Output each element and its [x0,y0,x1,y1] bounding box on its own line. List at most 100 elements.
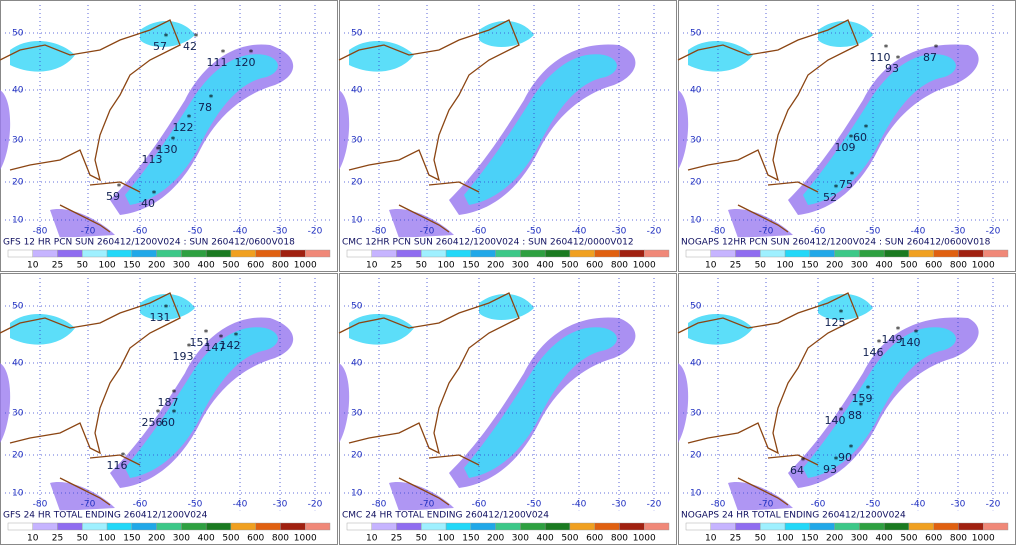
colorbar-segment [760,249,786,258]
colorbar-label: 800 [272,261,289,271]
colorbar-segment [883,522,910,531]
precip-mid [803,327,956,478]
colorbar-label: 10 [27,261,39,271]
point-value: 78 [198,101,212,114]
colorbar-label: 300 [512,534,529,544]
lat-label: 40 [12,86,24,96]
colorbar-segment [544,522,571,531]
point-marker: * [209,94,214,104]
lat-label: 40 [351,86,363,96]
point-value: 122 [173,121,194,134]
colorbar-segment [7,522,33,531]
coastline [677,19,859,233]
colorbar-segment [933,249,959,258]
point-value: 256 [142,416,163,429]
precip-mid [125,327,278,478]
colorbar-label: 500 [900,261,917,271]
colorbar-segment [544,249,571,258]
lon-label: -20 [986,227,1001,237]
precip-north [688,293,873,345]
colorbar-segment [470,249,496,258]
colorbar-segment [760,522,786,531]
lon-label: -40 [911,500,926,510]
point-marker: * [249,49,254,59]
lon-label: -80 [711,500,726,510]
colorbar-label: 150 [801,534,818,544]
lon-label: -20 [308,227,323,237]
colorbar-label: 800 [950,534,967,544]
colorbar-segment [156,249,182,258]
point-marker: * [171,136,176,146]
point-marker: * [914,329,919,339]
lat-label: 30 [12,136,24,146]
colorbar-segment [421,522,447,531]
lon-label: -80 [33,227,48,237]
colorbar-label: 100 [776,261,793,271]
lon-label: -60 [133,227,148,237]
lat-label: 40 [690,86,702,96]
colorbar-segment [685,522,711,531]
point-marker: * [156,146,161,156]
point-value: 88 [848,409,862,422]
colorbar-segment [834,249,860,258]
point-marker: * [839,309,844,319]
point-marker: * [834,456,839,466]
colorbar-label: 200 [826,534,843,544]
colorbar-segment [255,522,281,531]
lon-label: -30 [273,500,288,510]
precip-north [688,20,873,72]
colorbar-label: 500 [900,534,917,544]
lon-label: -40 [233,227,248,237]
colorbar-segment [735,249,761,258]
lon-label: -40 [572,500,587,510]
coastline [338,19,520,233]
colorbar-segment [883,249,910,258]
lon-label: -20 [647,500,662,510]
point-marker: * [801,457,806,467]
colorbar-segment [421,249,447,258]
lon-label: -60 [133,500,148,510]
colorbar-segment [305,249,331,258]
colorbar-segment [569,522,595,531]
panel: 50 40 30 20 10 -80 -70 -60 -50 -40 -30 -20 CMC 12HR … [338,0,677,272]
colorbar-segment [106,249,133,258]
point-value: 149 [882,333,903,346]
point-marker: * [194,33,199,43]
colorbar-segment [685,249,711,258]
point-marker: * [849,134,854,144]
colorbar-label: 600 [586,261,603,271]
panel: 50 40 30 20 10 -80 -70 -60 -50 -40 -30 -20 CMC 24 HR… [338,273,677,545]
caption-bg [679,510,1015,520]
colorbar-segment [445,522,472,531]
point-marker: * [859,402,864,412]
point-value: 64 [790,464,804,477]
point-value: 59 [106,190,120,203]
colorbar-label: 25 [52,534,63,544]
lat-label: 20 [351,178,363,188]
point-marker: * [152,190,157,200]
lon-label: -70 [759,227,774,237]
colorbar-label: 300 [512,261,529,271]
colorbar-segment [305,522,331,531]
colorbar-segment [396,249,422,258]
colorbar-segment [205,249,232,258]
colorbar-segment [396,522,422,531]
colorbar-segment [644,522,670,531]
colorbar-segment [371,249,397,258]
colorbar-label: 10 [366,534,378,544]
point-value: 40 [141,197,155,210]
colorbar-segment [280,249,306,258]
colorbar-label: 10 [366,261,378,271]
point-marker: * [850,171,855,181]
colorbar-label: 25 [730,261,741,271]
colorbar-segment [57,522,83,531]
colorbar-label: 400 [876,261,893,271]
lon-label: -50 [866,500,881,510]
lat-label: 20 [351,451,363,461]
lon-label: -20 [647,227,662,237]
colorbar-label: 300 [173,261,190,271]
colorbar-label: 100 [98,534,115,544]
point-marker: * [156,409,161,419]
